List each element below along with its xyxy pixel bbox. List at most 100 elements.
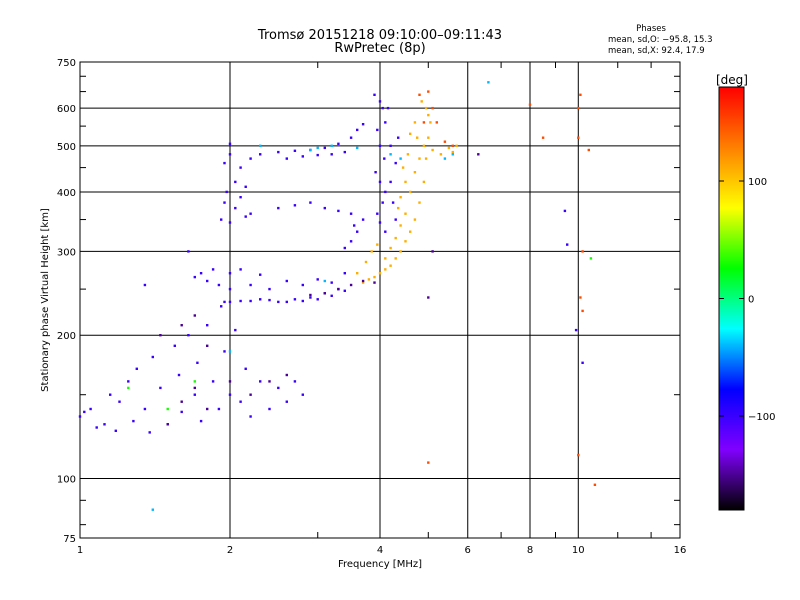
- data-point: [301, 299, 304, 303]
- data-point: [541, 136, 545, 139]
- data-point: [89, 407, 92, 411]
- data-point: [418, 201, 421, 204]
- data-point: [293, 380, 297, 383]
- data-point: [206, 324, 209, 327]
- data-point: [356, 128, 359, 132]
- data-point: [206, 344, 209, 347]
- data-point: [413, 171, 417, 174]
- data-point: [427, 136, 430, 139]
- data-point: [566, 243, 569, 246]
- data-point: [386, 106, 390, 110]
- data-point: [277, 300, 280, 304]
- data-point: [277, 206, 280, 210]
- data-point: [211, 380, 215, 383]
- data-point: [177, 373, 181, 377]
- data-point: [404, 240, 407, 243]
- data-point: [378, 180, 382, 184]
- data-point: [228, 221, 232, 224]
- data-point: [199, 272, 203, 275]
- data-point: [249, 415, 252, 418]
- y-tick-label: 200: [57, 331, 76, 342]
- data-point: [259, 153, 262, 156]
- data-point: [378, 221, 382, 224]
- data-point: [431, 106, 434, 110]
- data-point: [103, 423, 106, 426]
- data-point: [239, 166, 242, 169]
- data-point: [367, 278, 371, 281]
- x-tick-label: 10: [572, 545, 585, 556]
- data-point: [268, 287, 271, 291]
- data-point: [364, 260, 368, 264]
- colorbar-tick-label: 0: [748, 295, 754, 306]
- data-point: [259, 298, 262, 301]
- data-point: [429, 121, 432, 124]
- data-point: [211, 268, 215, 271]
- data-point: [223, 350, 226, 353]
- data-point: [109, 393, 112, 396]
- data-point: [330, 294, 333, 297]
- data-point: [422, 121, 426, 124]
- data-point: [127, 380, 130, 383]
- data-point: [427, 90, 430, 93]
- data-point: [323, 206, 326, 210]
- data-point: [343, 246, 346, 250]
- data-point: [337, 142, 340, 145]
- data-point: [383, 157, 386, 160]
- data-point: [244, 185, 247, 188]
- data-point: [399, 224, 402, 227]
- data-point: [199, 419, 203, 423]
- data-point: [217, 283, 221, 287]
- data-point: [384, 230, 387, 233]
- data-point: [173, 344, 176, 347]
- data-point: [413, 121, 417, 124]
- x-tick-label: 16: [674, 545, 687, 556]
- data-point: [148, 431, 151, 434]
- data-point: [443, 140, 447, 143]
- data-point: [589, 257, 593, 260]
- grid-lines: [80, 62, 680, 538]
- data-point: [416, 136, 419, 139]
- data-point: [394, 218, 397, 221]
- y-tick-label: 400: [57, 188, 76, 199]
- data-point: [259, 380, 262, 383]
- data-point: [309, 293, 312, 297]
- data-point: [323, 146, 326, 150]
- data-point: [244, 215, 247, 218]
- data-point: [135, 367, 138, 370]
- data-point: [330, 153, 333, 156]
- data-point: [451, 144, 454, 147]
- data-point: [373, 275, 376, 279]
- data-point: [378, 144, 382, 147]
- data-point: [389, 144, 392, 147]
- chart-subtitle: RwPretec (8p): [334, 41, 425, 56]
- data-point: [196, 361, 199, 364]
- y-tick-label: 500: [57, 142, 76, 153]
- data-point: [223, 201, 226, 204]
- data-point: [406, 153, 410, 156]
- data-point: [409, 132, 412, 135]
- data-point: [83, 410, 86, 414]
- data-point: [451, 153, 454, 156]
- data-point: [316, 298, 319, 301]
- data-point: [404, 212, 407, 215]
- data-point: [206, 407, 209, 411]
- data-point: [409, 230, 412, 233]
- data-point: [373, 281, 376, 284]
- data-point: [268, 298, 271, 302]
- data-point: [343, 289, 346, 292]
- data-point: [356, 272, 359, 275]
- data-point: [228, 300, 232, 304]
- colorbar-unit: [deg]: [716, 73, 748, 87]
- data-point: [285, 157, 288, 160]
- data-point: [293, 204, 297, 207]
- data-point: [309, 201, 312, 204]
- data-point: [577, 106, 580, 110]
- data-point: [413, 218, 417, 221]
- data-point: [151, 355, 154, 359]
- data-point: [394, 257, 397, 260]
- data-point: [234, 206, 237, 210]
- data-point: [285, 279, 288, 283]
- x-tick-label: 2: [227, 545, 233, 556]
- data-point: [159, 386, 162, 390]
- data-point: [422, 144, 426, 147]
